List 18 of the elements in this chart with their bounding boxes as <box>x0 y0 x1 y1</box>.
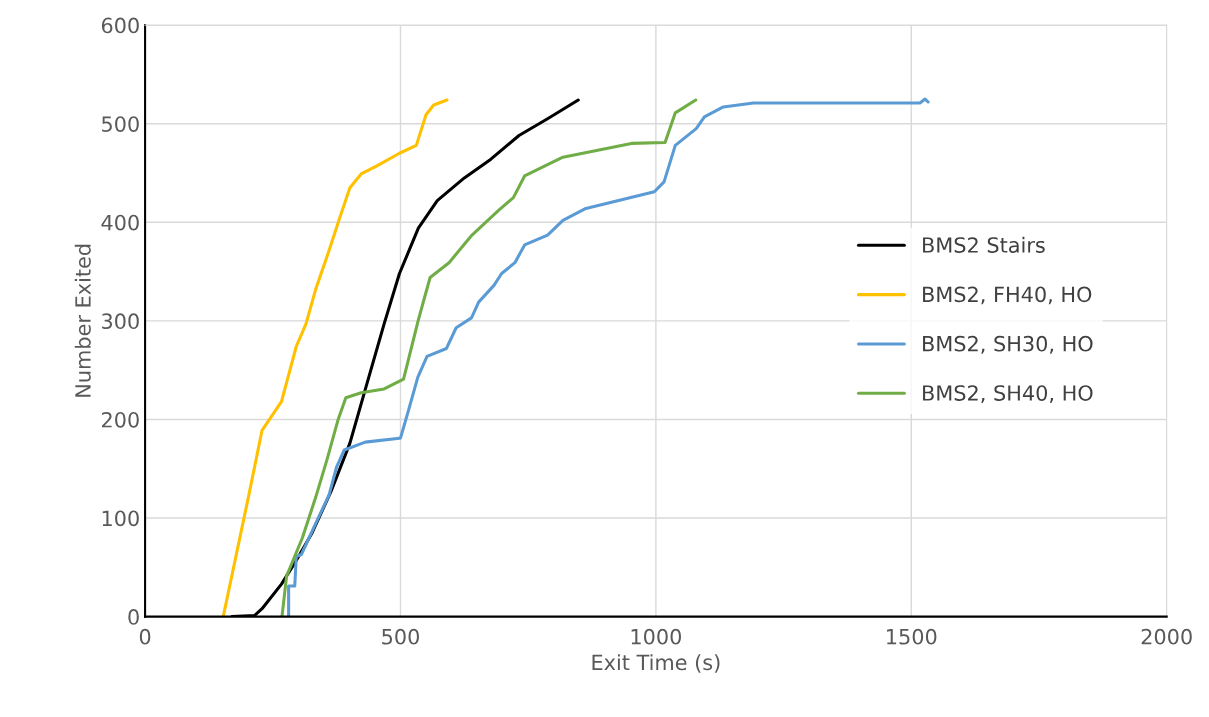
legend-label: BMS2, FH40, HO <box>923 286 1092 305</box>
y-tick-label: 100 <box>102 510 139 527</box>
y-tick-label: 500 <box>102 116 139 132</box>
x-tick-label: 500 <box>382 628 419 645</box>
y-tick-label: 300 <box>102 313 139 330</box>
x-axis-title: Exit Time (s) <box>592 654 720 673</box>
y-axis-title: Number Exited <box>74 244 91 397</box>
y-tick-label: 600 <box>101 17 139 34</box>
legend-label: BMS2 Stairs <box>923 236 1045 253</box>
legend-label: BMS2, SH40, HO <box>923 385 1093 404</box>
y-tick-label: 0 <box>128 609 139 625</box>
x-tick-label: 2000 <box>1141 628 1192 645</box>
y-tick-label: 200 <box>101 411 139 428</box>
x-tick-label: 1500 <box>887 628 937 645</box>
x-tick-label: 1000 <box>631 628 682 645</box>
y-tick-label: 400 <box>101 214 139 231</box>
x-tick-label: 0 <box>139 628 151 645</box>
legend-label: BMS2, SH30, HO <box>923 335 1093 354</box>
